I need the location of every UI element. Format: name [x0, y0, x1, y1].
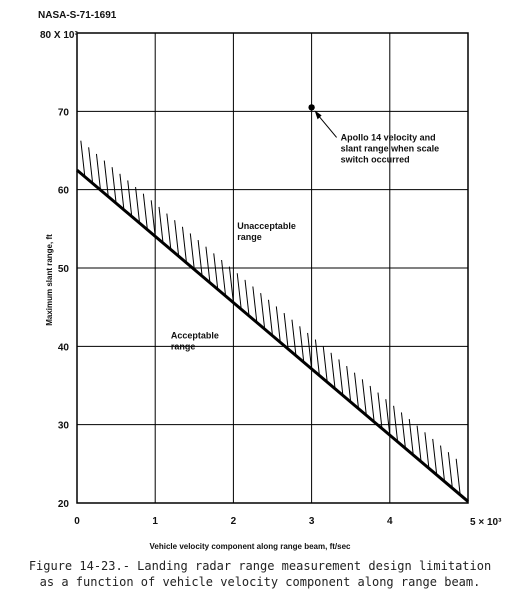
x-tick-labels: 0 1 2 3 4	[74, 516, 393, 527]
y-tick-label: 20	[58, 499, 70, 510]
hatch-mark	[88, 147, 94, 184]
hatch-mark	[111, 167, 117, 204]
y-tick-label: 40	[58, 342, 70, 353]
hatch-mark	[408, 418, 414, 456]
grid	[76, 32, 469, 504]
hatch-mark	[158, 206, 164, 244]
y-scale-label: 80 X 10³	[40, 30, 78, 41]
figure-id: NASA-S-71-1691	[38, 10, 117, 21]
annotation-arrowhead	[314, 110, 322, 120]
hatch-mark	[244, 279, 250, 316]
x-axis-label: Vehicle velocity component along range b…	[150, 542, 352, 551]
annotation-line: slant range when scale	[341, 143, 440, 153]
region-label: range	[171, 342, 196, 352]
y-tick-label: 60	[58, 186, 70, 197]
y-tick-label: 70	[58, 107, 70, 118]
hatch-mark	[197, 240, 203, 277]
hatch-mark	[361, 379, 367, 416]
hatch-mark	[142, 193, 148, 230]
hatch-mark	[150, 200, 156, 237]
hatch-mark	[400, 412, 406, 449]
hatch-mark	[166, 213, 172, 250]
hatch-mark	[228, 266, 234, 303]
hatch-mark	[354, 372, 360, 409]
hatch-mark	[205, 246, 211, 283]
annotation-leader	[316, 113, 337, 138]
hatch-mark	[440, 445, 446, 482]
hatch-mark	[275, 306, 281, 343]
region-label: range	[237, 232, 262, 242]
hatch-mark	[189, 233, 195, 270]
x-tick-label: 2	[231, 516, 237, 527]
hatch-mark	[260, 293, 266, 330]
hatch-mark	[447, 452, 453, 489]
x-tick-label: 1	[152, 516, 158, 527]
x-tick-label: 3	[309, 516, 315, 527]
hatch-mark	[385, 399, 391, 436]
caption-line-1: Figure 14-23.- Landing radar range measu…	[28, 559, 492, 573]
hatch-mark	[338, 359, 344, 396]
hatch-mark	[416, 425, 422, 462]
caption-line-2: as a function of vehicle velocity compon…	[39, 575, 481, 589]
hatch-mark	[369, 385, 375, 422]
x-tick-label: 4	[387, 516, 393, 527]
hatch-mark	[455, 458, 461, 495]
hatch-mark	[252, 286, 258, 323]
hatch-mark	[314, 339, 320, 376]
hatch-mark	[236, 273, 242, 310]
y-tick-label: 30	[58, 421, 70, 432]
y-axis-label: Maximum slant range, ft	[45, 234, 54, 326]
hatch-mark	[127, 180, 133, 217]
hatch-mark	[346, 365, 352, 403]
annotation-line: switch occurred	[341, 154, 410, 164]
y-tick-labels: 20 30 40 50 60 70	[58, 107, 70, 510]
hatch-mark	[424, 432, 430, 469]
limit-hatching	[80, 140, 461, 495]
hatch-mark	[393, 405, 399, 442]
y-tick-label: 50	[58, 264, 70, 275]
x-tick-label: 0	[74, 516, 80, 527]
hatch-mark	[103, 160, 109, 197]
region-label: Unacceptable	[237, 221, 296, 231]
annotation-line: Apollo 14 velocity and	[341, 132, 436, 142]
hatch-mark	[221, 259, 227, 297]
hatch-mark	[119, 173, 125, 210]
x-scale-label: 5 × 10³	[470, 517, 502, 528]
apollo-14-point	[308, 104, 315, 111]
hatch-mark	[322, 346, 328, 383]
hatch-mark	[174, 220, 180, 257]
hatch-mark	[307, 332, 313, 369]
hatch-mark	[181, 226, 187, 263]
hatch-mark	[432, 438, 438, 475]
hatch-mark	[283, 312, 289, 350]
hatch-mark	[377, 392, 383, 429]
plot-frame	[76, 32, 469, 504]
region-label: Acceptable	[171, 331, 219, 341]
hatch-mark	[268, 299, 273, 336]
hatch-mark	[291, 319, 297, 356]
hatch-mark	[135, 187, 141, 224]
hatch-mark	[299, 326, 305, 363]
hatch-mark	[95, 153, 101, 191]
limit-line	[76, 168, 469, 503]
hatch-mark	[330, 352, 336, 389]
hatch-mark	[80, 140, 86, 177]
hatch-mark	[213, 253, 219, 290]
